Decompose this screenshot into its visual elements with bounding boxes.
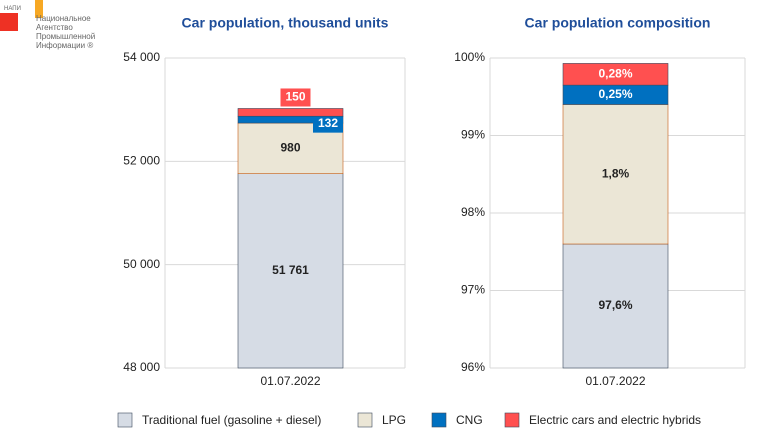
chart-title: Car population composition bbox=[525, 15, 711, 31]
data-label: 0,25% bbox=[598, 87, 632, 101]
y-tick-label: 96% bbox=[461, 360, 485, 374]
data-label: 980 bbox=[280, 141, 300, 155]
chart-title: Car population, thousand units bbox=[182, 15, 389, 31]
data-label-box bbox=[280, 88, 311, 107]
legend-swatch bbox=[504, 412, 520, 428]
y-tick-label: 98% bbox=[461, 205, 485, 219]
y-tick-label: 97% bbox=[461, 283, 485, 297]
data-label: 132 bbox=[318, 116, 338, 130]
data-label-box bbox=[313, 114, 343, 133]
y-tick-label: 52 000 bbox=[123, 154, 160, 168]
logo-line: Промышленной bbox=[36, 32, 95, 41]
legend-label: LPG bbox=[382, 413, 406, 427]
bar-segment bbox=[237, 108, 344, 117]
bar-segment bbox=[562, 63, 669, 86]
y-tick-label: 50 000 bbox=[123, 257, 160, 271]
y-tick-label: 54 000 bbox=[123, 50, 160, 64]
bar-segment bbox=[562, 243, 669, 369]
y-tick-label: 100% bbox=[454, 50, 485, 64]
bar-segment bbox=[562, 104, 669, 245]
logo-orange bbox=[35, 0, 43, 18]
legend-label: Traditional fuel (gasoline + diesel) bbox=[142, 413, 321, 427]
data-label: 1,8% bbox=[602, 166, 630, 180]
legend-swatch bbox=[431, 412, 447, 428]
logo-red bbox=[0, 13, 18, 31]
x-tick-label: 01.07.2022 bbox=[260, 374, 320, 388]
legend-swatch bbox=[117, 412, 133, 428]
logo-line: Информации ® bbox=[36, 41, 93, 50]
data-label: 51 761 bbox=[272, 263, 309, 277]
bar-segment bbox=[237, 173, 344, 369]
data-label: 97,6% bbox=[598, 298, 632, 312]
legend-label: Electric cars and electric hybrids bbox=[529, 413, 701, 427]
logo-line: Агентство bbox=[36, 23, 73, 32]
legend-swatch bbox=[357, 412, 373, 428]
y-tick-label: 48 000 bbox=[123, 360, 160, 374]
logo-line: Национальное bbox=[36, 14, 91, 23]
legend-label: CNG bbox=[456, 413, 483, 427]
data-label: 150 bbox=[285, 90, 305, 104]
logo-abbr: НАПИ bbox=[4, 6, 21, 12]
data-label: 0,28% bbox=[598, 66, 632, 80]
y-tick-label: 99% bbox=[461, 128, 485, 142]
x-tick-label: 01.07.2022 bbox=[585, 374, 645, 388]
